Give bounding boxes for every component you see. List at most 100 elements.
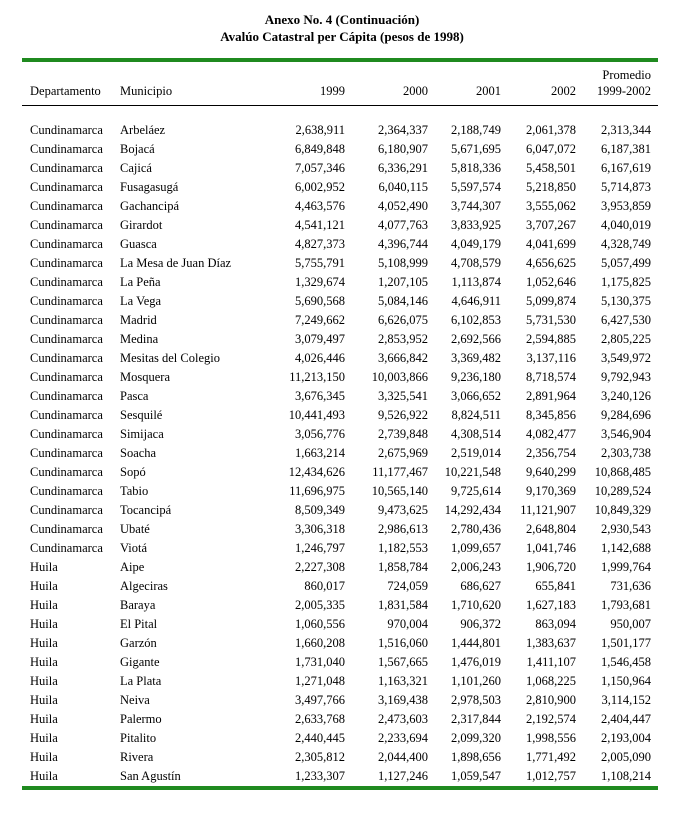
cell-municipio: Rivera <box>120 750 154 764</box>
table-body: Cundinamarca Arbeláez 2,638,911 2,364,337 2,… <box>22 106 659 789</box>
cell-y2000: 5,084,146 <box>378 294 428 308</box>
cell-promedio: 1,150,964 <box>601 674 652 688</box>
table-row: Huila La Plata 1,271,048 1,163,321 1,101,260… <box>22 672 658 691</box>
table-row: Huila Rivera 2,305,812 2,044,400 1,898,656 1,… <box>22 748 658 767</box>
cell-y2001: 4,646,911 <box>451 294 501 308</box>
cell-y2002: 2,891,964 <box>526 389 577 403</box>
cell-y2000: 2,739,848 <box>378 427 428 441</box>
cell-municipio: Baraya <box>120 598 156 612</box>
cell-y2001: 1,444,801 <box>451 636 501 650</box>
cell-y2000: 1,516,060 <box>378 636 428 650</box>
column-header-municipio: Municipio <box>120 83 252 106</box>
cell-y2002: 5,731,530 <box>526 313 577 327</box>
cell-y1999: 12,434,626 <box>288 465 345 479</box>
cell-y2000: 2,986,613 <box>378 522 428 536</box>
table-row: Huila Palermo 2,633,768 2,473,603 2,317,844 2… <box>22 710 658 729</box>
cell-municipio: Girardot <box>120 218 163 232</box>
cell-y1999: 11,696,975 <box>289 484 345 498</box>
cell-departamento: Huila <box>30 750 58 764</box>
cell-y2000: 1,163,321 <box>378 674 428 688</box>
cell-y2001: 6,102,853 <box>451 313 501 327</box>
cell-y2002: 4,082,477 <box>526 427 577 441</box>
cell-y1999: 10,441,493 <box>288 408 345 422</box>
cell-y2002: 4,041,699 <box>526 237 577 251</box>
cell-y1999: 4,827,373 <box>295 237 345 251</box>
cell-municipio: Bojacá <box>120 142 155 156</box>
cell-y2002: 2,594,885 <box>526 332 577 346</box>
cell-y2001: 8,824,511 <box>451 408 501 422</box>
cell-municipio: Tocancipá <box>120 503 172 517</box>
cell-municipio: La Mesa de Juan Díaz <box>120 256 232 270</box>
table-row: Huila Baraya 2,005,335 1,831,584 1,710,620 1,… <box>22 596 658 615</box>
cell-municipio: Sesquilé <box>120 408 163 422</box>
cell-y2000: 3,325,541 <box>378 389 428 403</box>
cell-y2002: 3,555,062 <box>526 199 577 213</box>
cell-y2000: 2,233,694 <box>378 731 428 745</box>
cell-departamento: Cundinamarca <box>30 123 103 137</box>
cell-y2002: 5,099,874 <box>526 294 577 308</box>
cell-y2000: 1,127,246 <box>347 767 430 789</box>
cell-y2002: 1,998,556 <box>526 731 577 745</box>
cell-departamento: Cundinamarca <box>30 427 103 441</box>
cell-y2001: 10,221,548 <box>444 465 501 479</box>
cell-municipio: Garzón <box>120 636 157 650</box>
table-row: Cundinamarca Sesquilé 10,441,493 9,526,922 8… <box>22 406 658 425</box>
table-row: Cundinamarca Gachancipá 4,463,576 4,052,490… <box>22 197 658 216</box>
column-header-1999: 1999 <box>252 83 347 106</box>
cell-departamento: Huila <box>30 636 58 650</box>
cell-y1999: 11,213,150 <box>289 370 345 384</box>
cell-departamento: Huila <box>22 767 120 789</box>
cell-municipio: La Plata <box>120 674 162 688</box>
table-row: Huila Algeciras 860,017 724,059 686,627 655,8… <box>22 577 658 596</box>
cell-y1999: 1,233,307 <box>252 767 347 789</box>
cell-y2002: 1,906,720 <box>526 560 577 574</box>
table-row: Cundinamarca Simijaca 3,056,776 2,739,848 4,… <box>22 425 658 444</box>
table-row: Huila San Agustín 1,233,307 1,127,246 1,059,… <box>22 767 659 789</box>
cell-municipio: Sopó <box>120 465 146 479</box>
cell-y2002: 1,383,637 <box>526 636 577 650</box>
cell-promedio: 731,636 <box>610 579 652 593</box>
cell-municipio: Fusagasugá <box>120 180 179 194</box>
cell-promedio: 10,289,524 <box>594 484 652 498</box>
cell-promedio: 9,792,943 <box>601 370 652 384</box>
cell-y2002: 9,640,299 <box>526 465 577 479</box>
cell-y1999: 4,026,446 <box>295 351 345 365</box>
header-spacer <box>22 60 578 83</box>
cell-municipio: San Agustín <box>120 767 252 789</box>
cell-municipio: Viotá <box>120 541 148 555</box>
column-header-promedio-line2: 1999-2002 <box>578 83 659 106</box>
cell-departamento: Cundinamarca <box>30 332 103 346</box>
cell-y2002: 5,218,850 <box>526 180 577 194</box>
table-row: Cundinamarca Guasca 4,827,373 4,396,744 4,04… <box>22 235 658 254</box>
cell-promedio: 4,328,749 <box>601 237 652 251</box>
cell-promedio: 2,193,004 <box>601 731 652 745</box>
cell-y1999: 4,541,121 <box>295 218 345 232</box>
cell-y2002: 2,648,804 <box>526 522 577 536</box>
cell-y2000: 1,207,105 <box>378 275 428 289</box>
cell-departamento: Cundinamarca <box>30 370 103 384</box>
cell-y2002: 1,012,757 <box>503 767 579 789</box>
cell-y1999: 2,440,445 <box>295 731 345 745</box>
column-header-promedio-line1: Promedio <box>602 68 652 82</box>
cell-y2001: 2,006,243 <box>451 560 501 574</box>
cell-promedio: 3,546,904 <box>601 427 652 441</box>
cell-promedio: 3,549,972 <box>601 351 652 365</box>
cell-y2000: 6,040,115 <box>378 180 428 194</box>
cell-y2000: 3,169,438 <box>378 693 428 707</box>
cell-municipio: Pitalito <box>120 731 157 745</box>
cell-y2001: 4,049,179 <box>451 237 501 251</box>
cell-promedio: 1,793,681 <box>601 598 652 612</box>
table-row: Cundinamarca Girardot 4,541,121 4,077,763 3,… <box>22 216 658 235</box>
cell-departamento: Huila <box>30 674 58 688</box>
table-row: Cundinamarca Tabio 11,696,975 10,565,140 9,7… <box>22 482 658 501</box>
cell-y2001: 1,059,547 <box>430 767 503 789</box>
cell-y1999: 1,663,214 <box>295 446 345 460</box>
table-row: Cundinamarca La Peña 1,329,674 1,207,105 1,1… <box>22 273 658 292</box>
cell-departamento: Huila <box>30 617 58 631</box>
cell-municipio: Guasca <box>120 237 157 251</box>
table-row: Huila Gigante 1,731,040 1,567,665 1,476,019 1… <box>22 653 658 672</box>
cell-departamento: Huila <box>30 731 58 745</box>
cell-y1999: 1,060,556 <box>295 617 345 631</box>
cell-y2002: 3,137,116 <box>526 351 577 365</box>
